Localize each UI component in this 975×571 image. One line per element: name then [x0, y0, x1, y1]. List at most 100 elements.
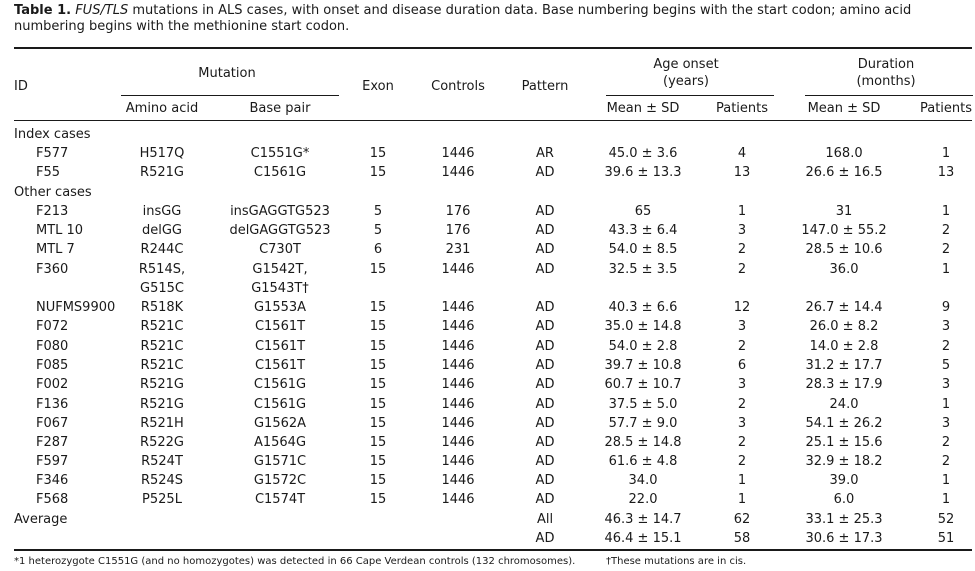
cell-exon: 15 [369, 300, 387, 315]
cell-amino-acid: R521H [140, 416, 184, 431]
cell-controls: 1446 [441, 473, 475, 488]
cell-age-mean-sd: 43.3 ± 6.4 [608, 223, 678, 238]
cell-pattern: AD [535, 262, 555, 277]
mutation-subrule [121, 95, 339, 96]
cell-age-mean-sd: 57.7 ± 9.0 [608, 416, 678, 431]
cell-exon: 5 [373, 204, 383, 219]
cell-age-patients: 12 [733, 300, 751, 315]
cell-duration-patients: 1 [941, 204, 951, 219]
cell-amino-acid: R521C [140, 339, 184, 354]
cell-exon: 6 [373, 242, 383, 257]
cell-id: NUFMS9900 [36, 300, 116, 315]
cell-exon: 15 [369, 492, 387, 507]
caption-label: Table 1. [14, 3, 72, 18]
cell-pattern: AD [535, 454, 555, 469]
cell-base-pair: C730T [259, 242, 301, 257]
cell-controls: 1446 [441, 339, 475, 354]
cell-pattern: AD [535, 223, 555, 238]
cell-duration-patients: 2 [941, 454, 951, 469]
header-id: ID [14, 79, 28, 94]
cell-age-mean-sd: 65 [634, 204, 652, 219]
cell-age-mean-sd: 37.5 ± 5.0 [608, 397, 678, 412]
cell-duration-mean-sd: 26.0 ± 8.2 [809, 319, 879, 334]
cell-controls: 176 [445, 223, 471, 238]
cell-id: F568 [36, 492, 69, 507]
cell-base-pair: insGAGGTG523 [230, 204, 330, 219]
cell-age-mean-sd: 46.3 ± 14.7 [604, 512, 682, 527]
cell-base-pair: G1571C [253, 454, 307, 469]
cell-duration-mean-sd: 33.1 ± 25.3 [805, 512, 883, 527]
cell-age-mean-sd: 40.3 ± 6.6 [608, 300, 678, 315]
cell-duration-mean-sd: 30.6 ± 17.3 [805, 531, 883, 546]
cell-pattern: AD [535, 319, 555, 334]
cell-exon: 15 [369, 435, 387, 450]
cell-id: F136 [36, 397, 69, 412]
cell-controls: 1446 [441, 146, 475, 161]
cell-amino-acid: R522G [140, 435, 184, 450]
cell-age-mean-sd: 34.0 [628, 473, 658, 488]
cell-controls: 1446 [441, 358, 475, 373]
cell-age-patients: 3 [737, 377, 747, 392]
cell-controls: 1446 [441, 435, 475, 450]
cell-base-pair: G1562A [253, 416, 307, 431]
cell-duration-patients: 2 [941, 223, 951, 238]
cell-amino-acid: delGG [141, 223, 183, 238]
cell-base-pair: C1561T [254, 339, 306, 354]
duration-subrule [805, 95, 973, 96]
cell-base-pair: C1574T [254, 492, 306, 507]
cell-amino-acid: R521C [140, 358, 184, 373]
cell-pattern: AD [535, 435, 555, 450]
cell-duration-mean-sd: 36.0 [829, 262, 859, 277]
cell-exon: 15 [369, 146, 387, 161]
cell-age-patients: 2 [737, 397, 747, 412]
cell-id: F213 [36, 204, 69, 219]
cell-controls: 1446 [441, 300, 475, 315]
cell-age-patients: 4 [737, 146, 747, 161]
cell-duration-patients: 1 [941, 473, 951, 488]
header-duration-patients: Patients [919, 101, 973, 116]
cell-base-pair: G1572C [253, 473, 307, 488]
cell-duration-patients: 3 [941, 319, 951, 334]
cell-age-patients: 62 [733, 512, 751, 527]
cell-exon: 15 [369, 454, 387, 469]
cell-age-patients: 2 [737, 339, 747, 354]
cell-pattern: AD [535, 339, 555, 354]
cell-controls: 1446 [441, 319, 475, 334]
cell-duration-patients: 51 [937, 531, 955, 546]
cell-id: MTL 7 [36, 242, 75, 257]
cell-duration-patients: 3 [941, 416, 951, 431]
cell-base-pair: C1561T [254, 319, 306, 334]
cell-controls: 1446 [441, 377, 475, 392]
cell-duration-mean-sd: 54.1 ± 26.2 [805, 416, 883, 431]
cell-id: F597 [36, 454, 69, 469]
cell-amino-acid: R514S, [138, 262, 186, 277]
cell-amino-acid: R521G [140, 397, 184, 412]
cell-base-pair: G1553A [253, 300, 307, 315]
cell-controls: 176 [445, 204, 471, 219]
header-duration-unit: (months) [856, 74, 916, 89]
cell-base-pair: A1564G [253, 435, 307, 450]
cell-age-patients: 2 [737, 262, 747, 277]
cell-age-mean-sd: 39.7 ± 10.8 [604, 358, 682, 373]
caption-gene-name: FUS/TLS [75, 3, 129, 18]
cell-amino-acid: G515C [140, 281, 184, 296]
cell-duration-patients: 3 [941, 377, 951, 392]
cell-age-patients: 13 [733, 165, 751, 180]
cell-duration-patients: 9 [941, 300, 951, 315]
cell-id: MTL 10 [36, 223, 84, 238]
cell-duration-mean-sd: 24.0 [829, 397, 859, 412]
cell-id: F360 [36, 262, 69, 277]
cell-base-pair: G1542T, [252, 262, 308, 277]
cell-id: F085 [36, 358, 69, 373]
cell-pattern: AD [535, 492, 555, 507]
cell-duration-mean-sd: 26.7 ± 14.4 [805, 300, 883, 315]
cell-controls: 231 [445, 242, 471, 257]
cell-exon: 15 [369, 416, 387, 431]
cell-pattern: All [536, 512, 554, 527]
cell-id: F346 [36, 473, 69, 488]
cell-pattern: AD [535, 377, 555, 392]
cell-age-patients: 3 [737, 319, 747, 334]
cell-id: F067 [36, 416, 69, 431]
header-age-onset: Age onset [653, 57, 719, 72]
cell-age-mean-sd: 35.0 ± 14.8 [604, 319, 682, 334]
